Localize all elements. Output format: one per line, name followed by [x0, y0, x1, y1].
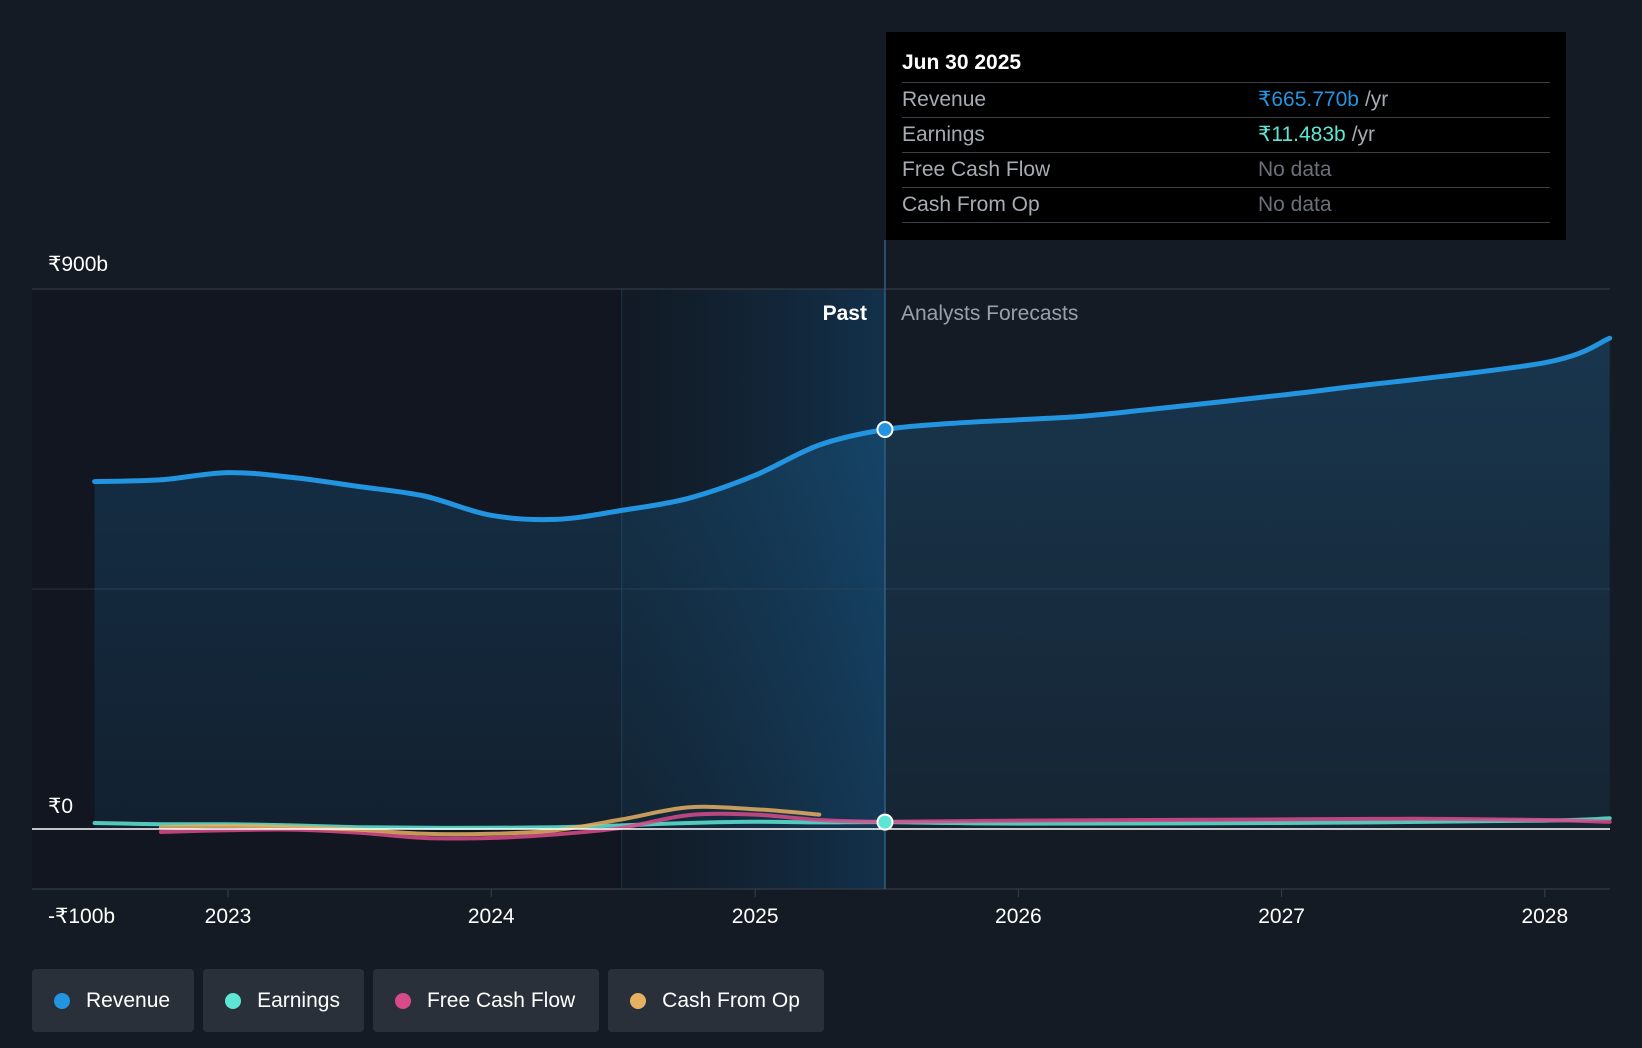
tooltip-value: ₹665.770b [1258, 88, 1359, 111]
past-label: Past [823, 302, 867, 325]
x-tick-label: 2025 [732, 905, 779, 928]
legend-label: Cash From Op [662, 988, 800, 1012]
tooltip-value: No data [1258, 158, 1332, 181]
tooltip-unit: /yr [1351, 123, 1376, 146]
revenue-area [94, 338, 1610, 829]
legend-label: Revenue [86, 988, 171, 1012]
free-cash-flow-dot-icon [394, 992, 411, 1009]
legend-item-revenue[interactable]: Revenue [32, 969, 195, 1032]
revenue-marker [876, 421, 894, 439]
tooltip-row-revenue: Revenue ₹665.770b /yr [902, 82, 1550, 117]
y-tick-label: ₹900b [48, 253, 108, 276]
legend-label: Free Cash Flow [426, 988, 576, 1012]
tooltip-row-cash-from-op: Cash From Op No data [902, 187, 1550, 223]
earnings-dot-icon [225, 992, 242, 1009]
x-tick-label: 2024 [468, 905, 515, 928]
legend-item-free-cash-flow[interactable]: Free Cash Flow [372, 969, 600, 1032]
earnings-marker [876, 813, 894, 831]
tooltip-label: Revenue [902, 88, 987, 111]
tooltip-value: No data [1258, 193, 1332, 216]
x-tick-label: 2023 [205, 905, 252, 928]
tooltip-value: ₹11.483b [1258, 123, 1346, 146]
tooltip-unit: /yr [1364, 88, 1389, 111]
x-tick-label: 2026 [995, 905, 1042, 928]
tooltip-label: Earnings [902, 123, 985, 146]
free-cash-flow-line [158, 811, 1612, 841]
forecast-label: Analysts Forecasts [901, 302, 1078, 325]
x-tick-label: 2027 [1258, 905, 1305, 928]
revenue-dot-icon [54, 992, 70, 1009]
legend: Revenue Earnings Free Cash Flow Cash Fro… [32, 969, 824, 1032]
revenue-line [92, 335, 1613, 523]
tooltip: Jun 30 2025 Revenue ₹665.770b /yr Earnin… [886, 32, 1566, 240]
x-tick-label: 2028 [1521, 905, 1568, 928]
y-tick-label: ₹0 [48, 795, 73, 818]
tooltip-label: Cash From Op [902, 193, 1040, 216]
cash-from-op-dot-icon [630, 992, 647, 1009]
legend-item-earnings[interactable]: Earnings [203, 969, 364, 1032]
tooltip-date: Jun 30 2025 [902, 51, 1022, 74]
legend-label: Earnings [257, 988, 340, 1012]
legend-item-cash-from-op[interactable]: Cash From Op [608, 969, 824, 1032]
cash-from-op-line [158, 804, 822, 837]
tooltip-label: Free Cash Flow [902, 158, 1051, 181]
y-tick-label: -₹100b [48, 905, 115, 928]
tooltip-row-free-cash-flow: Free Cash Flow No data [902, 152, 1550, 187]
tooltip-row-earnings: Earnings ₹11.483b /yr [902, 117, 1550, 152]
